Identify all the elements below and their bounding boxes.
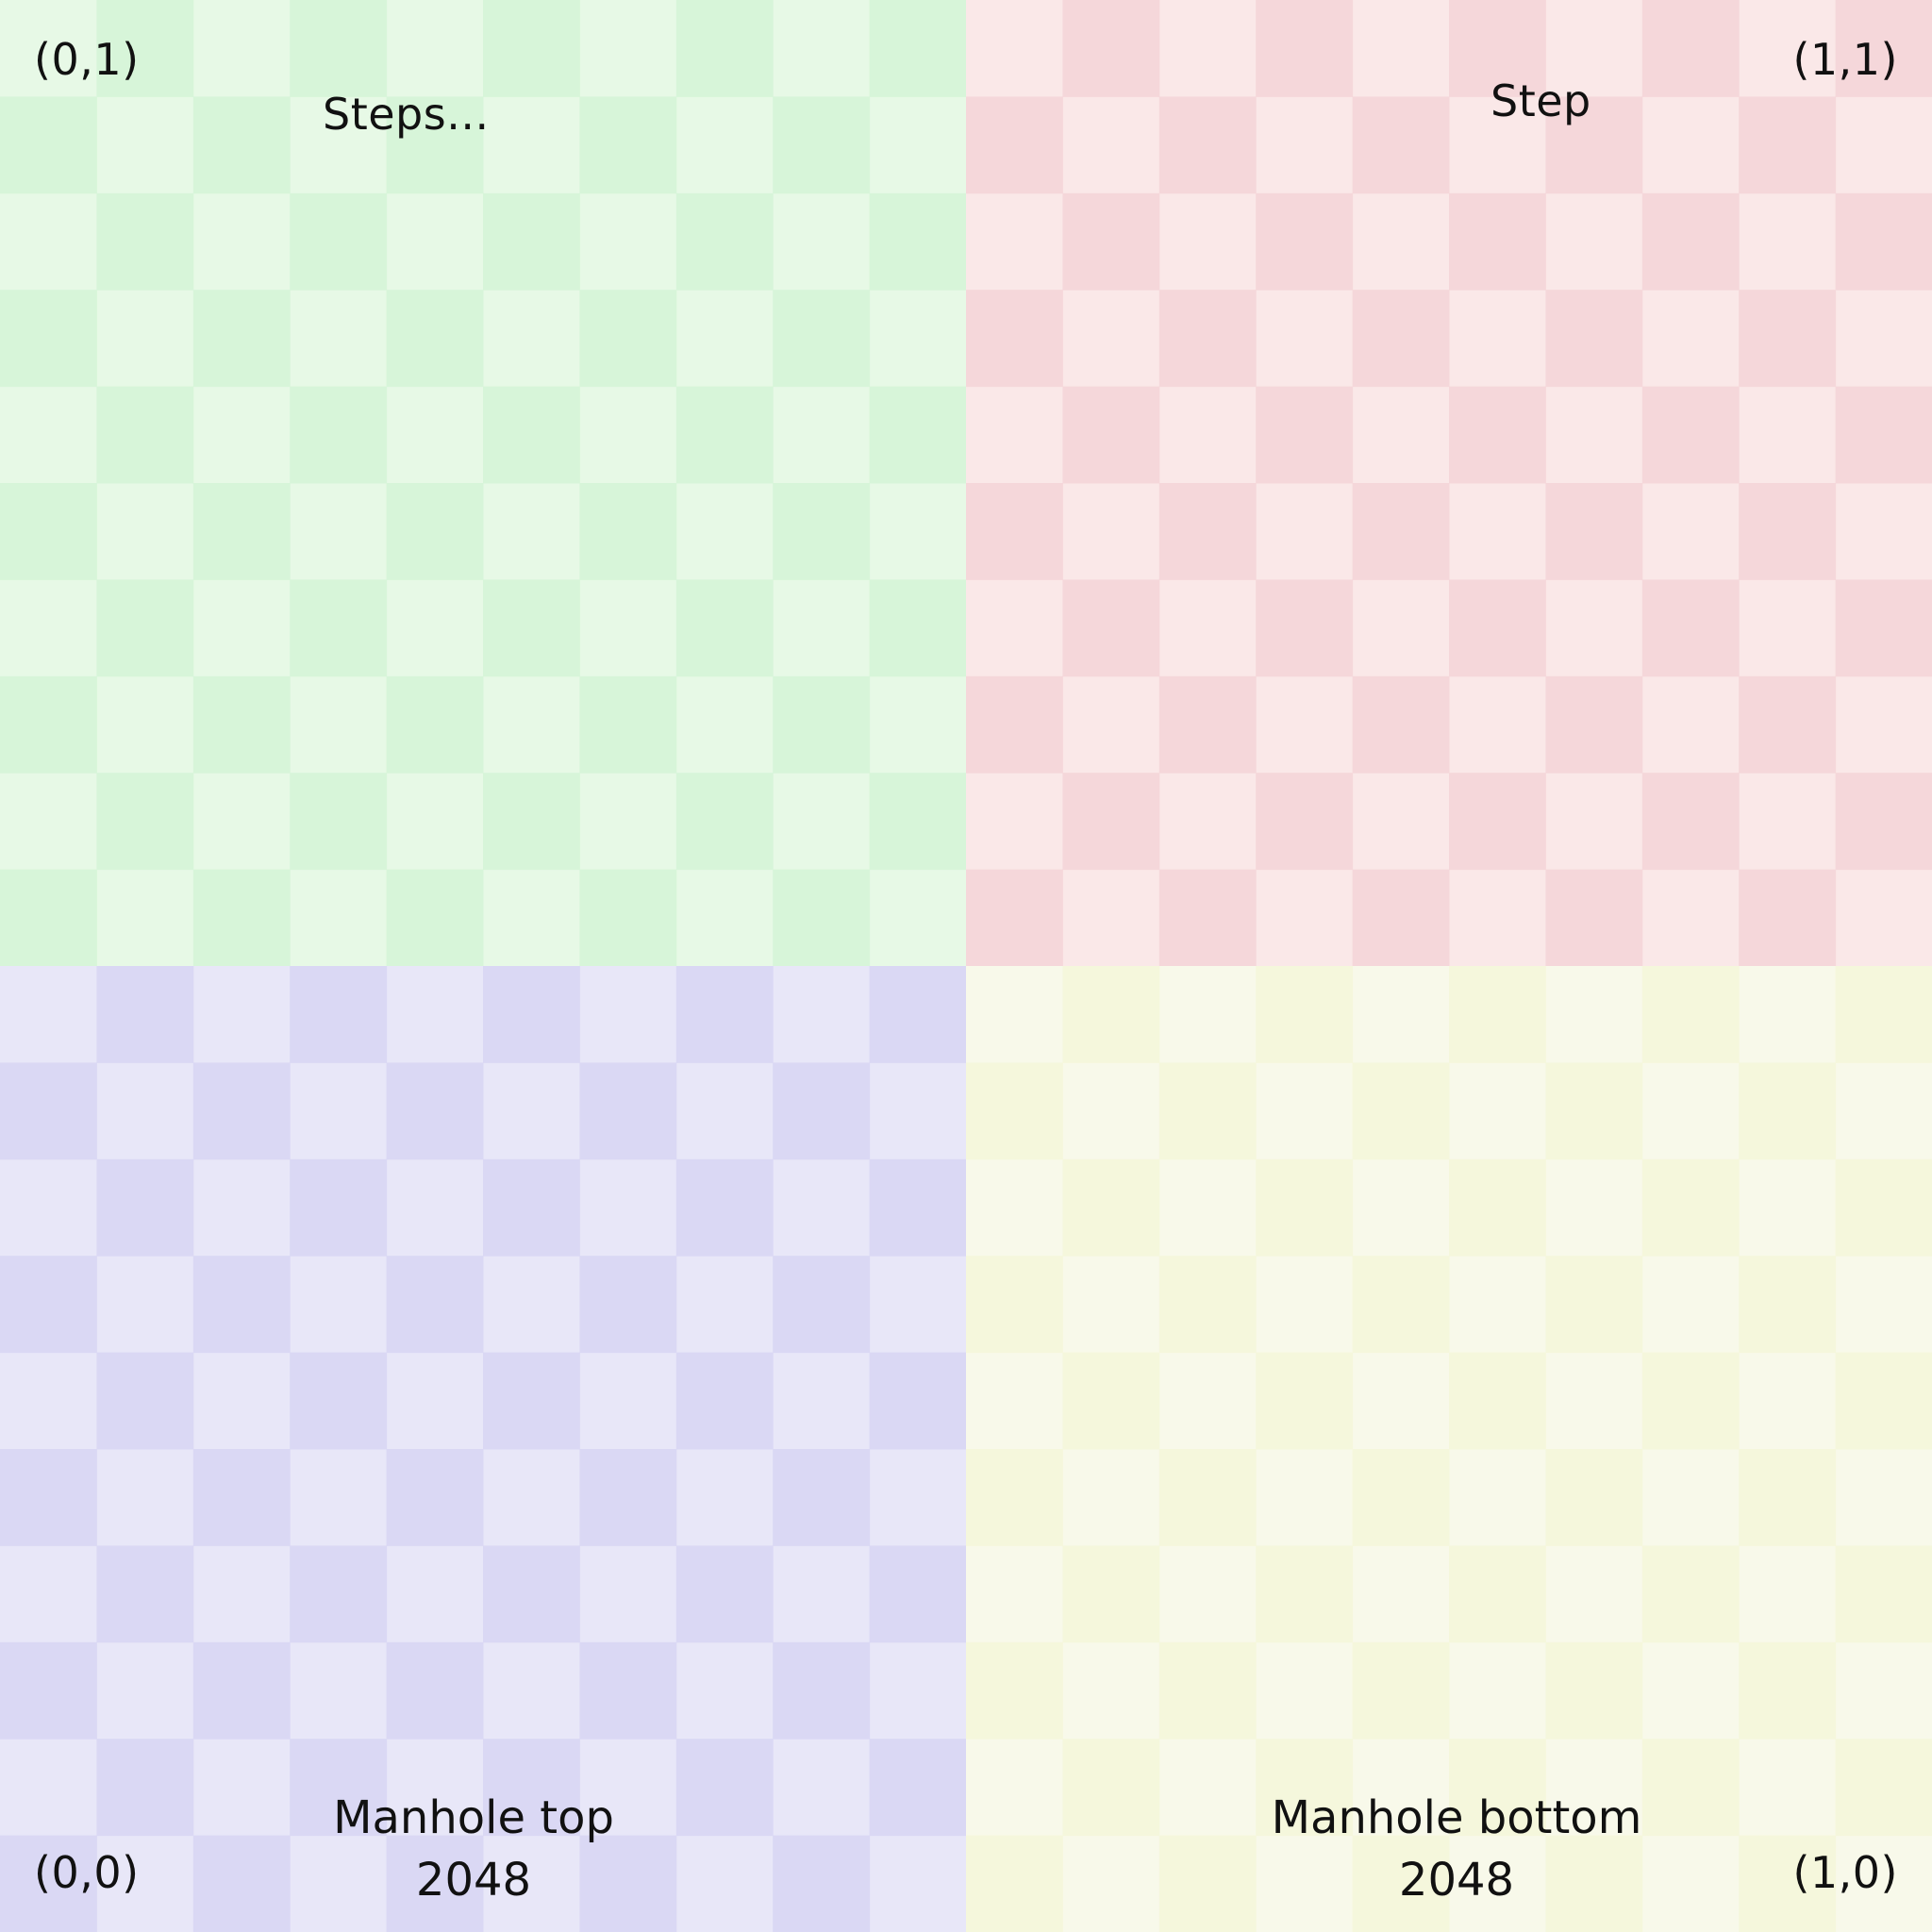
caption-title: Manhole top — [333, 1791, 614, 1844]
quadrant-bottom-right: (1,0) Manhole bottom 2048 — [966, 966, 1932, 1932]
quadrant-top-left: (0,1) Steps... — [0, 0, 966, 966]
caption-resolution: 2048 — [1398, 1854, 1515, 1907]
uv-corner-label-0-0: (0,0) — [34, 1847, 140, 1898]
uv-corner-label-1-0: (1,0) — [1792, 1847, 1898, 1898]
region-caption-manhole-bottom: Manhole bottom 2048 — [1272, 1787, 1642, 1911]
uv-corner-label-0-1: (0,1) — [34, 34, 140, 85]
uv-corner-label-1-1: (1,1) — [1792, 34, 1898, 85]
checker-pattern-red — [966, 0, 1932, 966]
checker-pattern-purple — [0, 966, 966, 1932]
checker-pattern-green — [0, 0, 966, 966]
caption-title: Manhole bottom — [1271, 1791, 1642, 1844]
caption-resolution: 2048 — [415, 1854, 532, 1907]
checker-pattern-yellow — [966, 966, 1932, 1932]
quadrant-bottom-left: (0,0) Manhole top 2048 — [0, 966, 966, 1932]
region-caption-step: Step — [1491, 75, 1591, 126]
quadrant-top-right: (1,1) Step — [966, 0, 1932, 966]
region-caption-manhole-top: Manhole top 2048 — [333, 1787, 614, 1911]
region-caption-steps: Steps... — [323, 89, 490, 140]
